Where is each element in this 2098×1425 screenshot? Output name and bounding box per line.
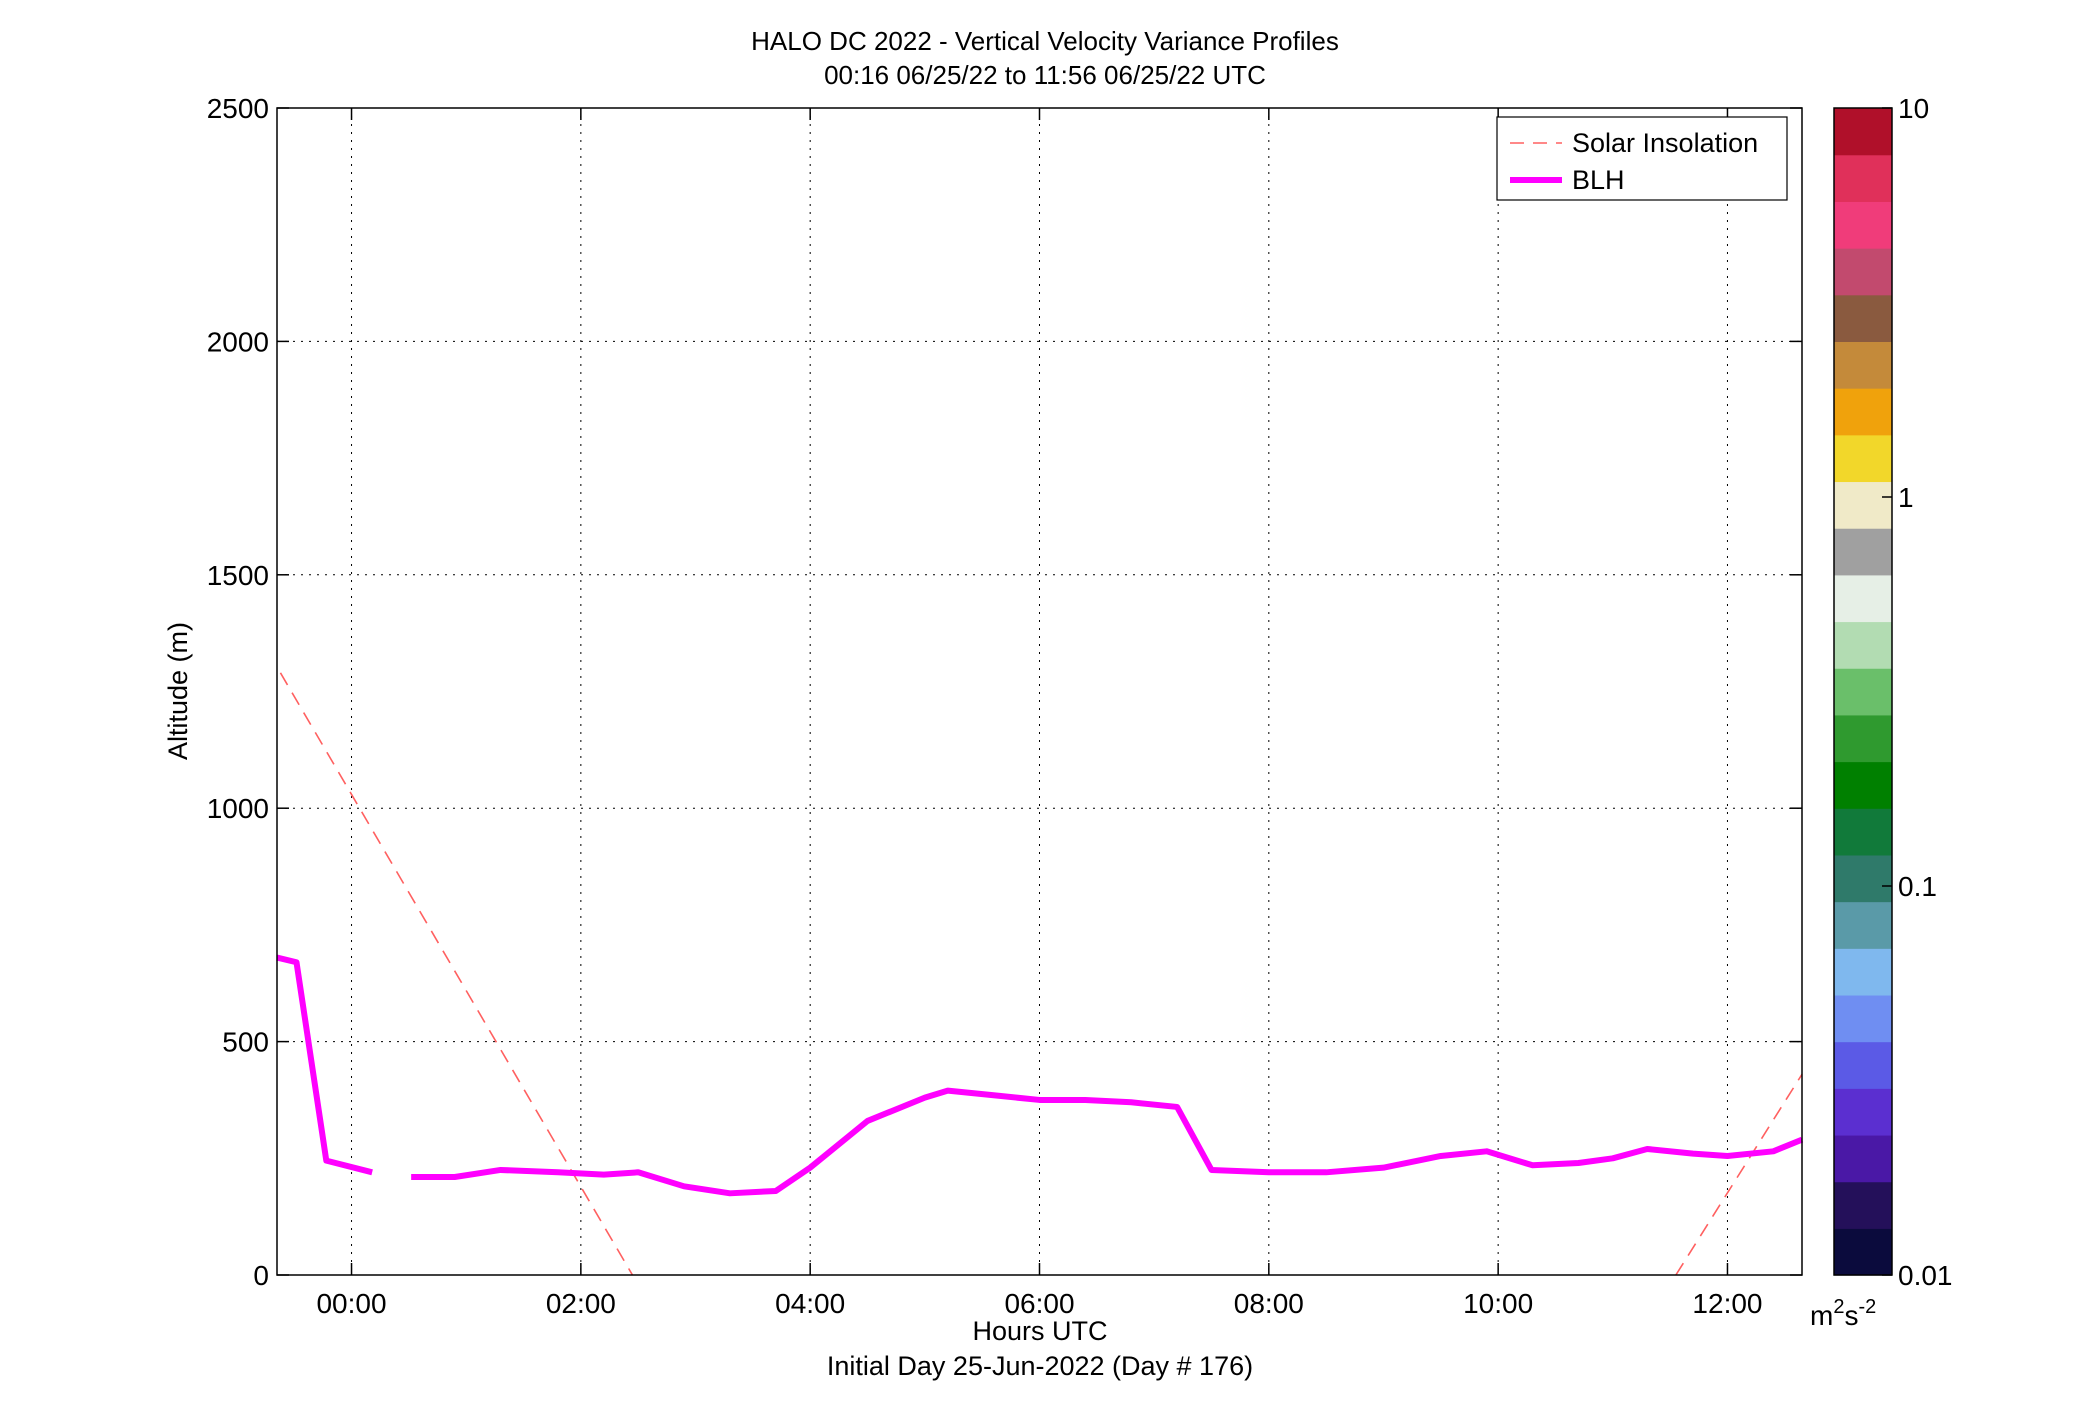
colorbar-tick-label: 0.01: [1898, 1260, 1953, 1291]
colorbar-swatch: [1834, 854, 1892, 903]
colorbar-swatch: [1834, 154, 1892, 202]
colorbar-swatch: [1834, 901, 1892, 949]
colorbar-tick-label: 10: [1898, 93, 1929, 124]
colorbar-swatch: [1834, 528, 1892, 576]
y-tick-label: 2000: [207, 326, 269, 357]
colorbar-swatch: [1834, 294, 1892, 342]
legend-label-blh: BLH: [1572, 165, 1625, 195]
colorbar-swatch: [1834, 994, 1892, 1043]
colorbar-swatch: [1834, 948, 1892, 996]
colorbar-unit: m2s-2: [1810, 1296, 1876, 1331]
colorbar-swatch: [1834, 668, 1892, 716]
colorbar-swatch: [1834, 108, 1892, 156]
colorbar-swatch: [1834, 388, 1892, 436]
x-axis-label: Hours UTC: [972, 1316, 1107, 1346]
x-tick-label: 04:00: [775, 1288, 845, 1319]
y-tick-label: 500: [222, 1027, 269, 1058]
colorbar-swatch: [1834, 341, 1892, 389]
y-axis-ticks: 0 500 1000 1500 2000 2500: [207, 93, 1802, 1291]
legend-box: [1496, 116, 1788, 201]
colorbar-swatch: [1834, 1134, 1892, 1183]
colorbar-swatch: [1834, 621, 1892, 669]
colorbar-ticks: 0.01 0.1 1 10: [1882, 93, 1953, 1291]
colorbar-swatch: [1834, 1041, 1892, 1089]
colorbar-swatch: [1834, 481, 1892, 529]
y-tick-label: 1000: [207, 793, 269, 824]
chart-subtitle: 00:16 06/25/22 to 11:56 06/25/22 UTC: [824, 60, 1266, 90]
blh-line: [276, 954, 373, 1176]
colorbar-swatch: [1834, 761, 1892, 809]
colorbar-swatch: [1834, 1088, 1892, 1136]
colorbar-swatch: [1834, 808, 1892, 856]
series-lines: [276, 672, 1804, 1276]
solar-insolation-line: [1675, 1073, 1803, 1276]
x-tick-label: 10:00: [1463, 1288, 1533, 1319]
colorbar-swatch: [1834, 1228, 1892, 1276]
legend: Solar Insolation BLH: [1496, 116, 1788, 201]
colorbar: [1834, 108, 1892, 1276]
y-tick-label: 0: [253, 1260, 269, 1291]
colorbar-frame: [1833, 107, 1893, 1276]
x-axis-sublabel: Initial Day 25-Jun-2022 (Day # 176): [827, 1351, 1253, 1381]
colorbar-swatch: [1834, 1181, 1892, 1229]
blh-line: [411, 1087, 1804, 1197]
legend-label-solar: Solar Insolation: [1572, 128, 1758, 158]
y-axis-label: Altitude (m): [163, 622, 193, 760]
colorbar-swatch: [1834, 714, 1892, 763]
colorbar-tick-label: 0.1: [1898, 871, 1937, 902]
x-tick-label: 02:00: [546, 1288, 616, 1319]
y-tick-label: 1500: [207, 560, 269, 591]
x-tick-label: 08:00: [1234, 1288, 1304, 1319]
chart-title: HALO DC 2022 - Vertical Velocity Varianc…: [751, 26, 1339, 56]
y-tick-label: 2500: [207, 93, 269, 124]
colorbar-swatch: [1834, 248, 1892, 296]
x-tick-label: 06:00: [1004, 1288, 1074, 1319]
colorbar-swatch: [1834, 434, 1892, 483]
colorbar-tick-label: 1: [1898, 482, 1914, 513]
x-tick-label: 12:00: [1692, 1288, 1762, 1319]
x-axis-ticks: 00:00 02:00 04:00 06:00 08:00 10:00 12:00: [316, 108, 1763, 1319]
colorbar-swatch: [1834, 201, 1892, 249]
x-tick-label: 00:00: [316, 1288, 386, 1319]
colorbar-swatch: [1834, 574, 1892, 623]
